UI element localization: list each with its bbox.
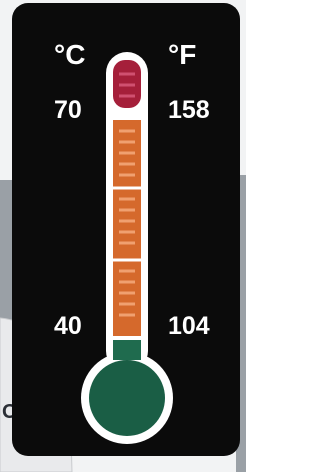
fahrenheit-bottom: 104 (168, 312, 210, 340)
green-neck (113, 340, 141, 360)
celsius-top: 70 (54, 96, 82, 124)
fahrenheit-top: 158 (168, 96, 210, 124)
celsius-bottom: 40 (54, 312, 82, 340)
fahrenheit-unit: °F (168, 39, 196, 70)
celsius-unit: °C (54, 39, 85, 70)
screenshot: ON °C °F 70 158 40 104 (0, 0, 246, 472)
bulb (89, 360, 165, 436)
